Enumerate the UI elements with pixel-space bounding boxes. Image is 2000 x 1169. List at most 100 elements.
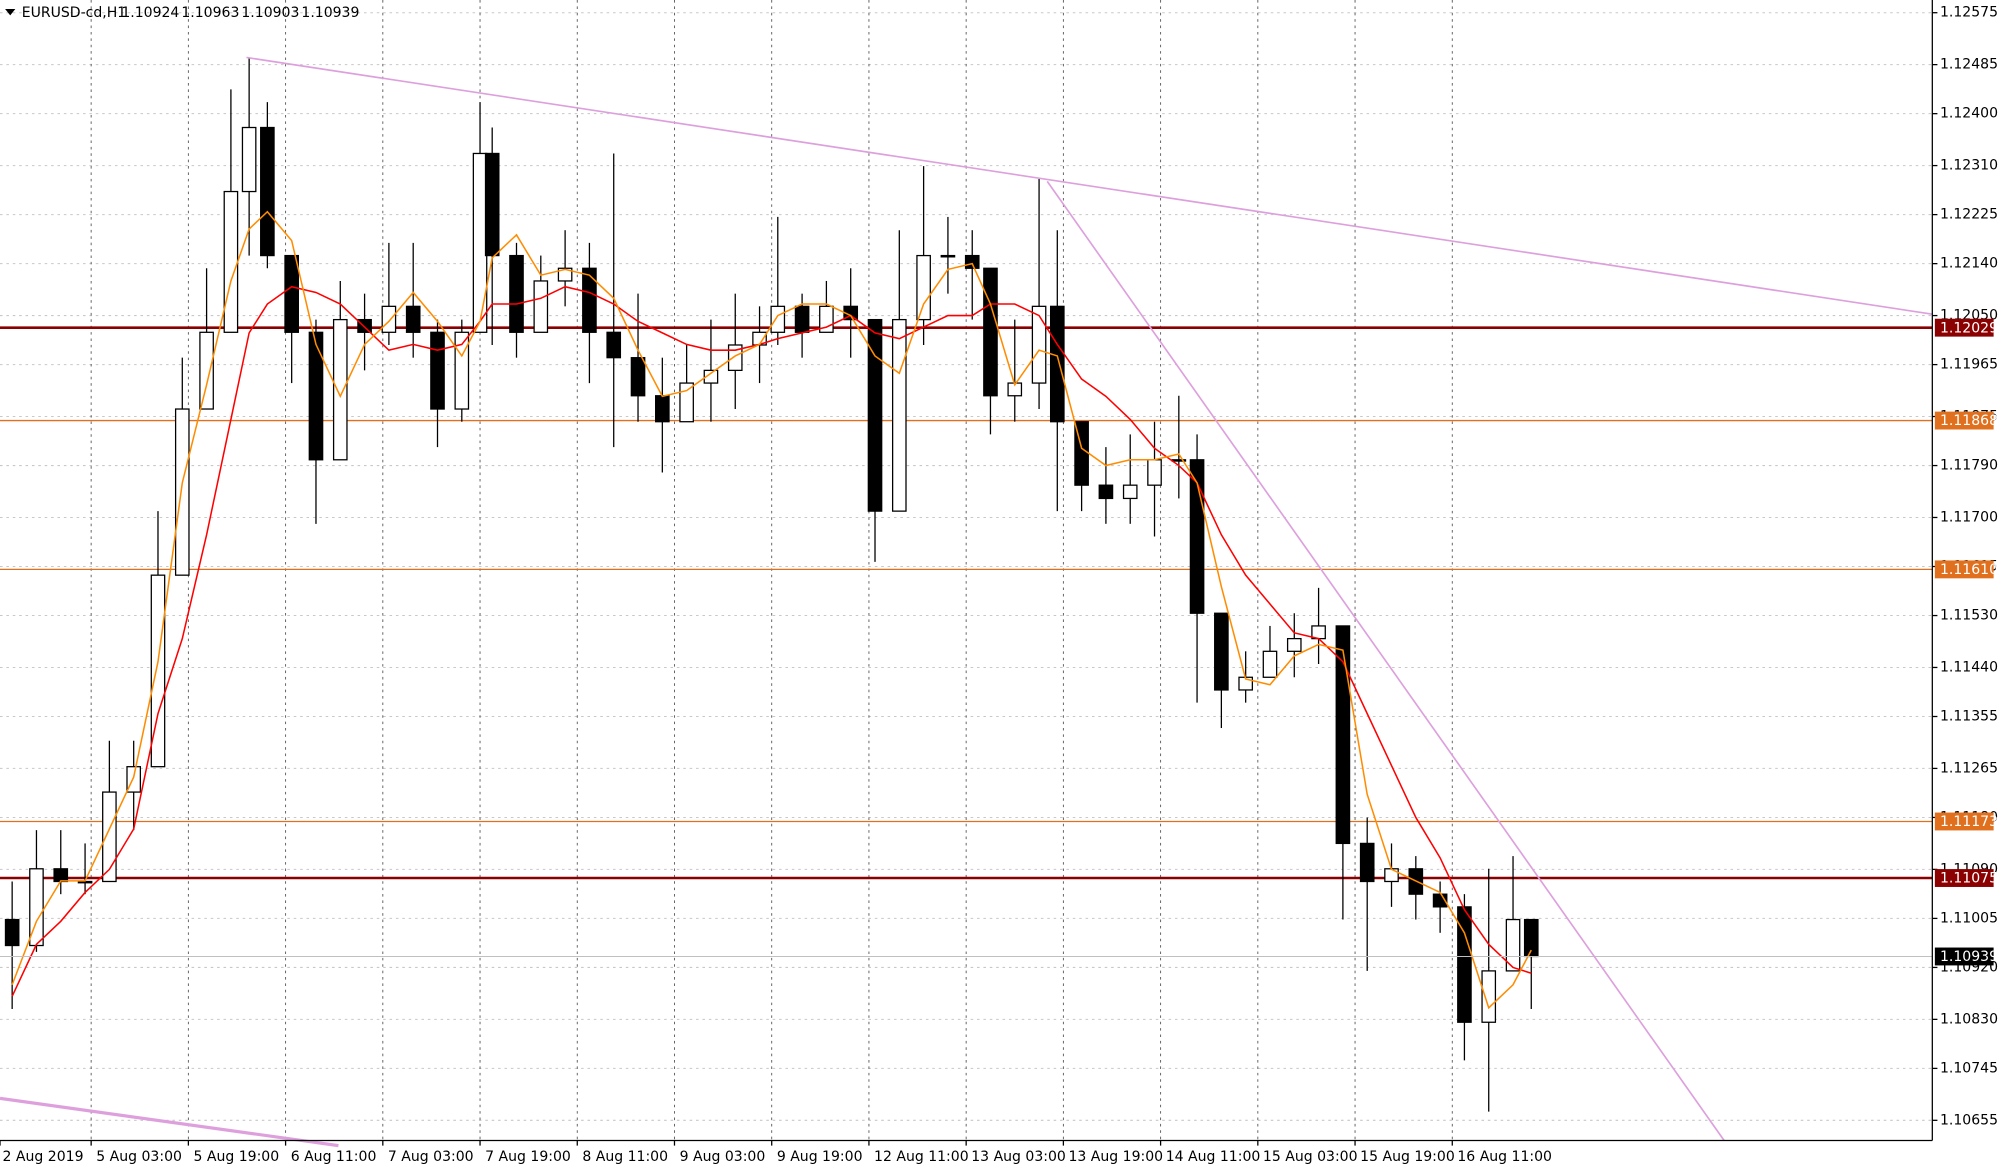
candle-body <box>727 344 743 372</box>
candle-body <box>150 574 166 768</box>
level-label-box <box>1934 812 1994 831</box>
level-label: 1.11610 <box>1940 562 1998 578</box>
level-label: 1.11868 <box>1940 413 1998 429</box>
header-value: 1.10963 <box>181 5 239 21</box>
x-tick-label: 9 Aug 19:00 <box>777 1149 863 1165</box>
candle-body <box>557 267 573 282</box>
candle-body <box>770 305 786 333</box>
candle-body <box>284 254 299 333</box>
candle-body <box>655 395 670 423</box>
candle-body <box>1457 906 1472 1023</box>
x-tick-label: 7 Aug 19:00 <box>485 1149 571 1165</box>
candle-body <box>199 331 214 410</box>
y-tick-label: 1.12140 <box>1940 256 1998 272</box>
plot <box>0 57 1933 1112</box>
y-tick-label: 1.10655 <box>1940 1112 1998 1128</box>
trend-line <box>246 56 1933 316</box>
candle-body <box>77 880 93 884</box>
candle-body <box>472 152 488 333</box>
candle-body <box>4 918 20 947</box>
y-tick-label: 1.12400 <box>1940 106 1998 122</box>
candle-body <box>405 305 421 333</box>
y-tick-label: 1.11355 <box>1940 708 1998 724</box>
last-price-box <box>1934 947 1994 966</box>
menu-triangle[interactable] <box>5 8 16 16</box>
x-tick-label: 16 Aug 11:00 <box>1457 1149 1552 1165</box>
candle-body <box>223 190 239 333</box>
y-tick-label: 1.12310 <box>1940 158 1998 174</box>
candle-body <box>332 318 348 461</box>
header-value: 1.10924 <box>121 5 179 21</box>
moving-average <box>11 210 1532 1010</box>
candle-body <box>1098 484 1114 500</box>
y-tick-label: 1.11265 <box>1940 760 1998 776</box>
candle-body <box>484 152 500 257</box>
grid <box>0 0 1933 1141</box>
last-price-label: 1.10939 <box>1940 949 1998 965</box>
level-label: 1.11173 <box>1940 814 1998 830</box>
x-tick-label: 13 Aug 03:00 <box>971 1149 1066 1165</box>
candle-body <box>1031 305 1047 384</box>
y-tick-label: 1.11530 <box>1940 608 1998 624</box>
candle-body <box>53 868 69 883</box>
candle-body <box>1505 918 1521 972</box>
x-tick-label: 8 Aug 11:00 <box>582 1149 668 1165</box>
x-tick-label: 14 Aug 11:00 <box>1166 1149 1261 1165</box>
candle-body <box>794 305 810 333</box>
candle-body <box>1481 970 1497 1023</box>
level-label: 1.11075 <box>1940 871 1998 887</box>
candle-body <box>1311 625 1326 640</box>
candle-body <box>533 280 549 333</box>
y-tick-label: 1.12485 <box>1940 57 1998 73</box>
y-tick-label: 1.11005 <box>1940 910 1998 926</box>
candle-body <box>381 305 397 333</box>
trend-line <box>0 1096 339 1148</box>
level-label-box <box>1934 411 1994 430</box>
x-tick-label: 6 Aug 11:00 <box>291 1149 377 1165</box>
y-tick-label: 1.12225 <box>1940 207 1998 223</box>
x-tick-label: 12 Aug 11:00 <box>874 1149 969 1165</box>
x-tick-label: 5 Aug 03:00 <box>96 1149 182 1165</box>
candle-body <box>1359 842 1375 883</box>
candle-body <box>1049 305 1065 423</box>
candle-body <box>916 254 931 321</box>
candle-body <box>1286 637 1302 652</box>
candle-body <box>1214 612 1229 691</box>
candle-body <box>679 382 694 423</box>
candle-body <box>260 126 275 257</box>
candle-body <box>891 318 907 512</box>
y-tick-label: 1.11790 <box>1940 458 1998 474</box>
trend-line <box>1046 180 1725 1141</box>
y-tick-label: 1.11700 <box>1940 509 1998 525</box>
candle-body <box>1335 625 1351 845</box>
candle-body <box>509 254 524 333</box>
candle-body <box>582 267 597 333</box>
candle-body <box>1122 484 1138 500</box>
level-label-box <box>1934 560 1994 579</box>
x-tick-label: 9 Aug 03:00 <box>680 1149 766 1165</box>
y-tick-label: 1.12575 <box>1940 5 1998 21</box>
candle-body <box>867 318 883 512</box>
candle-body <box>606 331 622 359</box>
x-tick-label: 13 Aug 19:00 <box>1068 1149 1163 1165</box>
chart-title: EURUSD-cd,H1 <box>22 5 127 21</box>
x-tick-label: 5 Aug 19:00 <box>193 1149 279 1165</box>
y-tick-label: 1.10745 <box>1940 1060 1998 1076</box>
candle-body <box>1262 650 1278 678</box>
header-values: 1.10924 1.10963 1.10903 1.10939 <box>121 5 359 21</box>
y-tick-label: 1.11965 <box>1940 357 1998 373</box>
candle-body <box>174 408 190 576</box>
header-value: 1.10903 <box>241 5 299 21</box>
candle-body <box>308 331 324 461</box>
x-tick-label: 15 Aug 19:00 <box>1360 1149 1455 1165</box>
candle-body <box>357 318 372 333</box>
candle-body <box>983 267 998 397</box>
candle-body <box>630 357 646 397</box>
candle-body <box>1384 868 1399 883</box>
candle-body <box>241 126 257 193</box>
header-value: 1.10939 <box>301 5 359 21</box>
moving-average <box>11 285 1532 997</box>
